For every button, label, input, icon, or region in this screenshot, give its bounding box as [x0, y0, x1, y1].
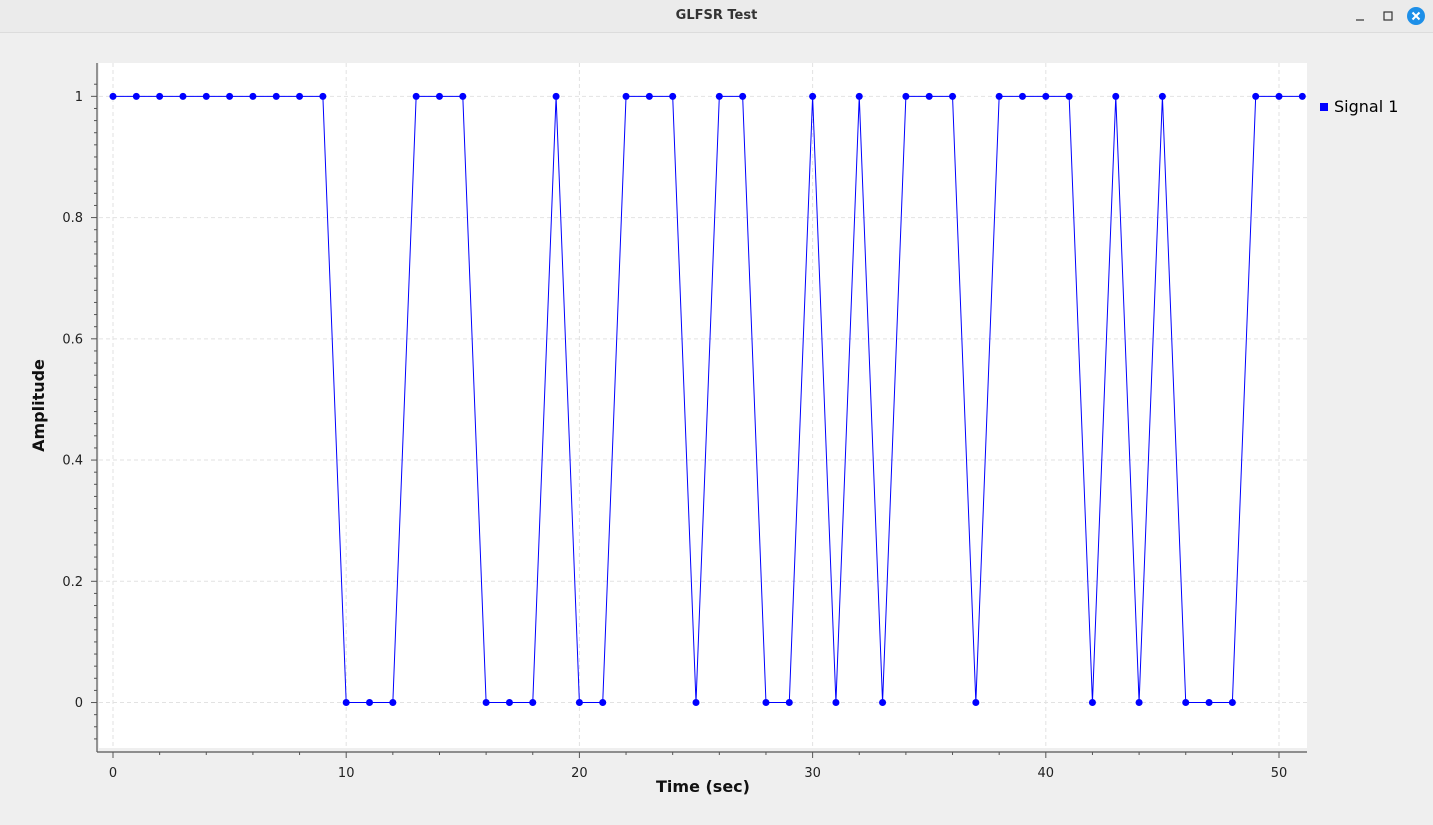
data-point	[995, 92, 1003, 100]
data-point	[459, 92, 467, 100]
data-point	[132, 92, 140, 100]
data-point	[1228, 699, 1236, 707]
y-tick-label: 0	[75, 696, 83, 711]
data-point	[972, 699, 980, 707]
title-bar: GLFSR Test	[0, 0, 1433, 33]
legend-swatch	[1320, 102, 1328, 111]
x-tick-label: 50	[1271, 766, 1288, 781]
maximize-button[interactable]	[1378, 6, 1398, 26]
data-point	[1182, 699, 1190, 707]
y-tick-label: 0.4	[62, 454, 83, 469]
series-line	[112, 95, 1303, 704]
data-point	[1042, 92, 1050, 100]
data-point	[156, 92, 164, 100]
y-tick-label: 1	[75, 90, 83, 105]
data-point	[319, 92, 327, 100]
data-point	[1088, 699, 1096, 707]
x-tick-label: 30	[804, 766, 821, 781]
x-tick-label: 20	[571, 766, 588, 781]
data-point	[949, 92, 957, 100]
data-point	[762, 699, 770, 707]
data-point	[1135, 699, 1143, 707]
data-point	[179, 92, 187, 100]
x-tick-label: 40	[1038, 766, 1055, 781]
data-point	[342, 699, 350, 707]
maximize-icon	[1383, 11, 1393, 21]
data-point	[832, 699, 840, 707]
data-point	[1158, 92, 1166, 100]
y-tick-label: 0.6	[62, 332, 83, 347]
x-tick-label: 10	[338, 766, 355, 781]
data-point	[879, 699, 887, 707]
data-point	[552, 92, 560, 100]
chart-area: 0 0.2 0.4 0.6 0.8 1 0 10 20 30 40 50 Time (sec) Ampli…	[0, 33, 1433, 825]
data-point	[1298, 92, 1306, 100]
data-point	[109, 92, 117, 100]
data-point	[505, 699, 513, 707]
minimize-button[interactable]	[1350, 6, 1370, 26]
data-point	[715, 92, 723, 100]
data-point	[692, 699, 700, 707]
data-point	[1018, 92, 1026, 100]
data-point	[1252, 92, 1260, 100]
data-point	[1112, 92, 1120, 100]
data-point	[739, 92, 747, 100]
data-point	[809, 92, 817, 100]
data-point	[366, 699, 374, 707]
data-point	[226, 92, 234, 100]
data-point	[1275, 92, 1283, 100]
data-point	[482, 699, 490, 707]
legend[interactable]: Signal 1	[1320, 97, 1398, 116]
data-point	[785, 699, 793, 707]
data-point	[412, 92, 420, 100]
legend-label: Signal 1	[1334, 97, 1399, 116]
data-point	[435, 92, 443, 100]
y-tick-label: 0.2	[62, 575, 83, 590]
data-point	[389, 699, 397, 707]
data-point	[296, 92, 304, 100]
data-point	[272, 92, 280, 100]
data-point	[622, 92, 630, 100]
minimize-icon	[1356, 19, 1364, 21]
data-point	[599, 699, 607, 707]
data-point	[202, 92, 210, 100]
series-1	[109, 92, 1306, 707]
x-axis-label: Time (sec)	[656, 777, 750, 796]
data-point	[902, 92, 910, 100]
data-point	[645, 92, 653, 100]
data-point	[855, 92, 863, 100]
data-point	[249, 92, 257, 100]
plot-background	[99, 63, 1307, 748]
data-point	[925, 92, 933, 100]
y-tick-label: 0.8	[62, 211, 83, 226]
y-axis-label: Amplitude	[29, 359, 48, 452]
close-icon	[1407, 7, 1425, 25]
data-point	[529, 699, 537, 707]
data-point	[575, 699, 583, 707]
close-button[interactable]	[1406, 6, 1426, 26]
data-point	[1205, 699, 1213, 707]
data-point	[1065, 92, 1073, 100]
window-title: GLFSR Test	[675, 8, 758, 23]
data-point	[669, 92, 677, 100]
x-tick-label: 0	[109, 766, 117, 781]
